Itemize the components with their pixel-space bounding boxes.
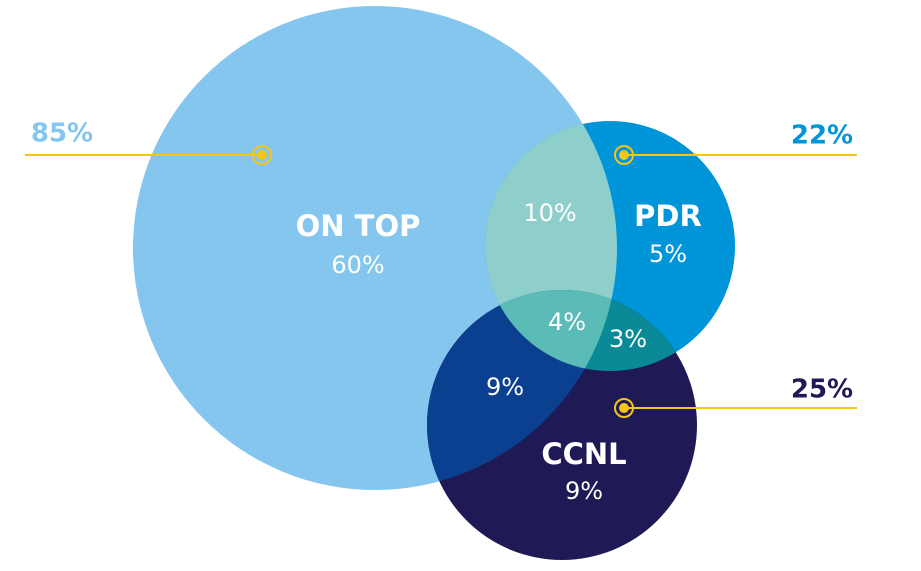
set-label: CCNL	[541, 437, 626, 471]
callout-ring	[614, 145, 634, 165]
callout-dot	[257, 150, 267, 160]
callout-dot	[619, 403, 629, 413]
region-value: 10%	[523, 199, 576, 227]
region-value: 5%	[649, 240, 687, 268]
region-value: 9%	[486, 373, 524, 401]
callout-dot	[619, 150, 629, 160]
set-total: 85%	[31, 119, 93, 149]
set-total: 25%	[791, 375, 853, 405]
set-label: PDR	[634, 199, 702, 233]
region-value: 9%	[565, 477, 603, 505]
callout-ring	[252, 145, 272, 165]
set-label: ON TOP	[296, 209, 421, 243]
set-total: 22%	[791, 121, 853, 151]
region-value: 3%	[609, 325, 647, 353]
region-value: 4%	[548, 308, 586, 336]
region-value: 60%	[331, 251, 384, 279]
callout-ring	[614, 398, 634, 418]
